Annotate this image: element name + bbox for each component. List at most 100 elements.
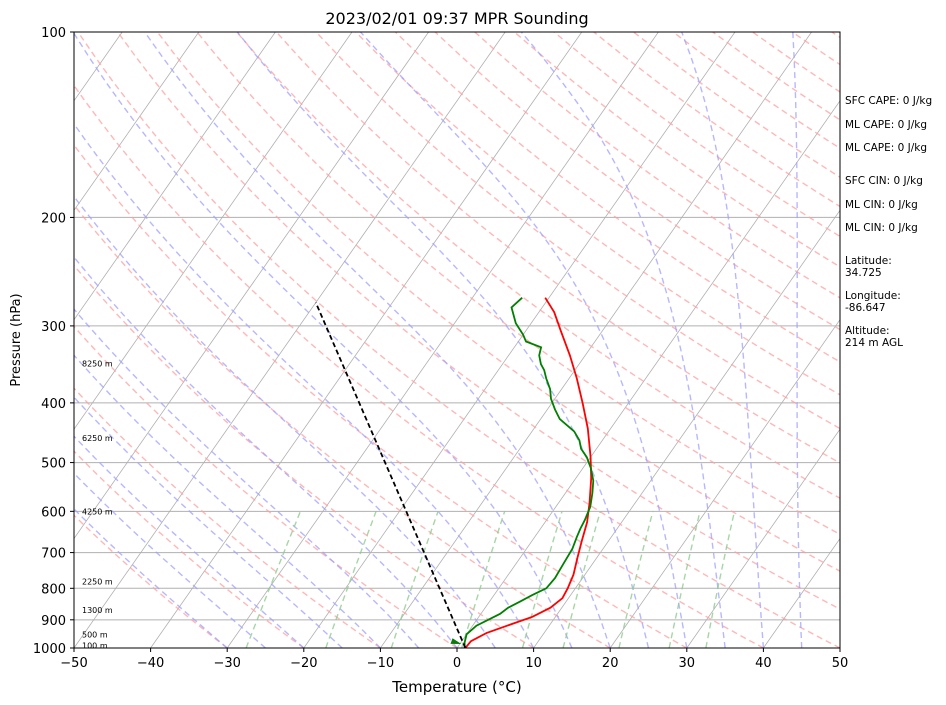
moist-adiabat-line (144, 32, 611, 648)
dry-adiabat-line (156, 32, 840, 572)
mixing-ratio-line (245, 511, 302, 648)
surface-parcel-marker (450, 638, 462, 644)
dry-adiabat-line (74, 203, 611, 648)
height-label: 500 m (82, 630, 108, 639)
isotherm-line (150, 32, 583, 648)
moist-adiabat-line (74, 396, 343, 648)
stat-annotation: Altitude: (845, 325, 890, 337)
x-tick-label: −20 (290, 656, 317, 671)
mixing-ratio-line (705, 511, 736, 648)
stat-annotation: SFC CAPE: 0 J/kg (845, 95, 932, 107)
x-tick-label: 10 (525, 656, 542, 671)
height-label: 1300 m (82, 606, 113, 615)
mixing-ratio-line (521, 511, 563, 648)
x-tick-label: 0 (453, 656, 461, 671)
isotherm-line (74, 32, 429, 540)
y-tick-label: 300 (41, 320, 66, 335)
isotherm-line (533, 209, 840, 648)
dry-adiabat-line (196, 32, 840, 536)
isotherm-line (763, 537, 840, 648)
dry-adiabat-line (74, 84, 764, 648)
moist-adiabat-line (236, 32, 650, 648)
height-label: 2250 m (82, 578, 113, 587)
sounding-series-line (314, 302, 467, 648)
y-tick-label: 1000 (33, 642, 66, 657)
dry-adiabat-line (74, 387, 381, 648)
axis-ticks: −50 −40 −30 −20 −10 0 10 20 30 40 50 100 200 300 400 50… (33, 26, 848, 671)
moist-adiabat-line (792, 32, 803, 648)
mixing-ratio-line (325, 511, 377, 648)
isotherm-line (456, 100, 840, 648)
moist-adiabat-line (74, 256, 458, 648)
moist-adiabat-line (74, 508, 228, 648)
dry-adiabat-line (74, 514, 228, 648)
y-tick-label: 800 (41, 582, 66, 597)
y-tick-label: 600 (41, 505, 66, 520)
isotherm-line (303, 32, 736, 648)
height-label: 100 m (82, 641, 108, 650)
dry-adiabat-line (74, 144, 688, 648)
stat-annotation: 214 m AGL (845, 337, 903, 349)
chart-title: 2023/02/01 09:37 MPR Sounding (325, 9, 588, 28)
moist-adiabat-line (74, 122, 535, 648)
y-axis-label: Pressure (hPa) (9, 293, 24, 386)
stats-annotations: SFC CAPE: 0 J/kg ML CAPE: 0 J/kg ML CAPE: … (845, 95, 932, 349)
stat-annotation: ML CAPE: 0 J/kg (845, 142, 927, 154)
stat-annotation: -86.647 (845, 302, 886, 314)
isotherm-line (226, 32, 659, 648)
moist-adiabat-line (74, 195, 496, 648)
x-tick-label: −30 (213, 656, 240, 671)
dry-adiabat-line (434, 32, 840, 331)
sounding-series-line (464, 297, 593, 648)
x-tick-label: −10 (367, 656, 394, 671)
dry-adiabat-line (74, 450, 305, 648)
moist-adiabat-line (681, 32, 765, 648)
x-tick-label: 50 (832, 656, 849, 671)
mixing-ratio-line (668, 511, 701, 648)
height-labels: 100 m 500 m 1300 m 2250 m 4250 m 6250 m 8250 m (82, 359, 113, 650)
background-lines (74, 32, 840, 648)
stat-annotation: ML CIN: 0 J/kg (845, 222, 918, 234)
isotherm-line (380, 32, 812, 648)
dry-adiabat-line (474, 32, 840, 299)
dry-adiabat-line (77, 32, 840, 648)
x-tick-label: −40 (137, 656, 164, 671)
x-tick-label: 30 (679, 656, 696, 671)
moist-adiabat-line (74, 354, 381, 648)
height-label: 4250 m (82, 507, 113, 516)
y-tick-label: 900 (41, 614, 66, 629)
moist-adiabat-line (74, 472, 266, 648)
dry-adiabat-line (74, 264, 534, 648)
height-label: 8250 m (82, 359, 113, 368)
x-tick-label: 20 (602, 656, 619, 671)
y-tick-label: 100 (41, 26, 66, 41)
isotherm-line (74, 32, 353, 430)
stat-annotation: SFC CIN: 0 J/kg (845, 175, 923, 187)
dry-adiabat-line (117, 32, 840, 610)
stat-annotation: ML CAPE: 0 J/kg (845, 119, 927, 131)
dry-adiabat-line (275, 32, 840, 464)
stat-annotation: ML CIN: 0 J/kg (845, 199, 918, 211)
dry-adiabat-line (236, 32, 840, 499)
moist-adiabat-line (74, 32, 573, 648)
mixing-ratio-line (390, 511, 439, 648)
moist-adiabat-line (520, 32, 726, 648)
mixing-ratio-line (618, 511, 654, 648)
x-tick-label: −50 (60, 656, 87, 671)
y-tick-label: 200 (41, 211, 66, 226)
moist-adiabat-line (74, 308, 420, 648)
isotherm-line (609, 319, 840, 648)
y-tick-label: 400 (41, 397, 66, 412)
isotherm-line (74, 32, 276, 321)
moist-adiabat-line (74, 435, 305, 648)
stat-annotation: Latitude: (845, 255, 892, 267)
isotherm-line (686, 428, 840, 648)
height-label: 6250 m (82, 434, 113, 443)
y-tick-label: 500 (41, 457, 66, 472)
x-axis-label: Temperature (°C) (391, 678, 521, 696)
stat-annotation: Longitude: (845, 290, 901, 302)
x-tick-label: 40 (755, 656, 772, 671)
isotherm-line (74, 32, 506, 648)
dry-adiabat-line (74, 325, 458, 648)
